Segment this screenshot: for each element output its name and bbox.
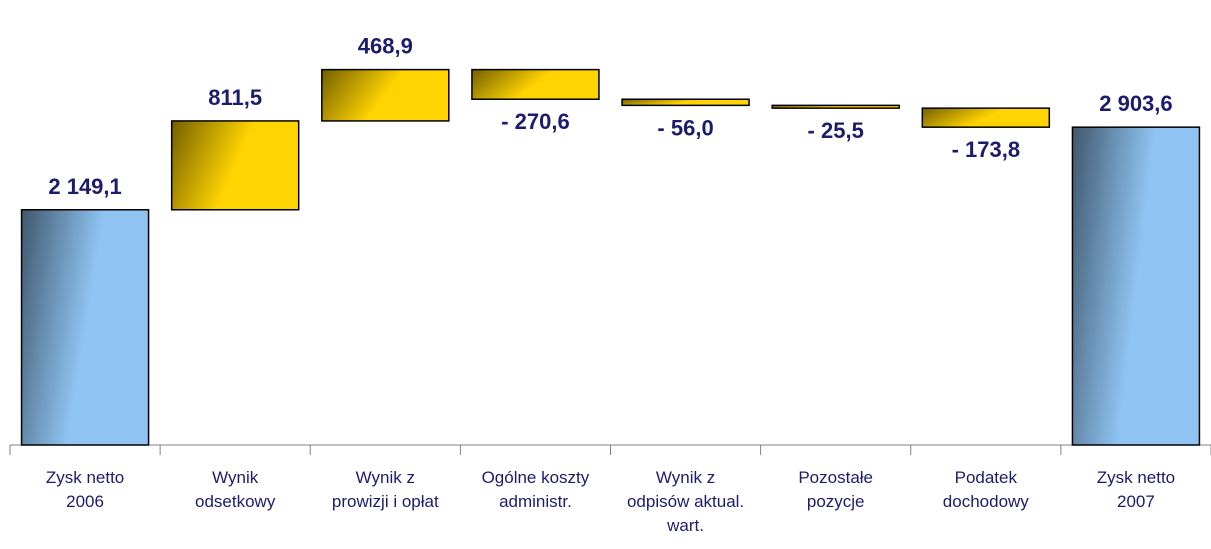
bar — [170, 120, 300, 211]
value-label: - 173,8 — [952, 137, 1021, 162]
x-tick-label: Podatek dochodowy — [942, 468, 1029, 511]
x-tick-label: Wynik z prowizji i opłat — [331, 468, 439, 511]
bar — [471, 68, 600, 100]
bar — [921, 107, 1051, 128]
bar — [771, 104, 900, 109]
x-tick-label: Wynik odsetkowy — [195, 468, 276, 511]
x-tick-label: Ogólne koszty administr. — [481, 468, 590, 511]
value-label: 2 903,6 — [1099, 91, 1172, 116]
x-tick-label: Wynik z odpisów aktual. wart. — [626, 468, 745, 535]
bar — [321, 68, 450, 122]
value-label: 468,9 — [358, 34, 413, 59]
bar — [621, 98, 750, 107]
value-label: 811,5 — [208, 85, 262, 110]
value-label: 2 149,1 — [48, 174, 121, 199]
bar — [20, 209, 150, 446]
bar — [1071, 126, 1201, 446]
x-tick-label: Pozostałe pozycje — [798, 468, 874, 511]
value-label: - 56,0 — [657, 115, 713, 140]
x-tick-label: Zysk netto 2007 — [1096, 468, 1176, 511]
x-tick-label: Zysk netto 2006 — [45, 468, 125, 511]
value-label: - 270,6 — [501, 109, 570, 134]
value-label: - 25,5 — [808, 118, 864, 143]
